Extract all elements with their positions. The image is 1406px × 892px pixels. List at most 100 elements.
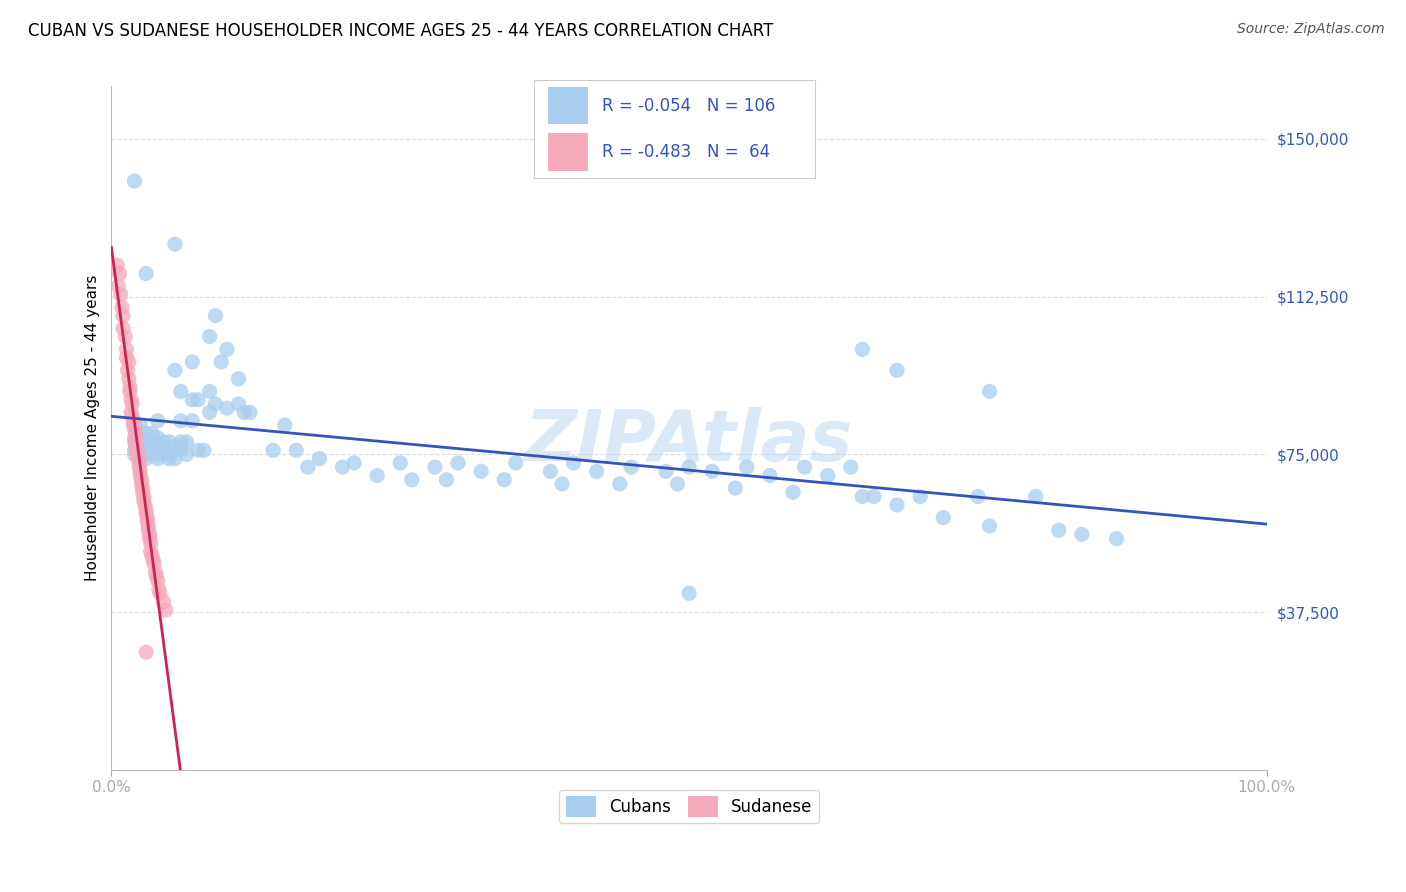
Point: [423, 460, 446, 475]
Point: [908, 490, 931, 504]
Point: [343, 456, 366, 470]
Point: [138, 523, 160, 537]
Point: [138, 519, 160, 533]
Point: [366, 468, 388, 483]
Point: [228, 372, 250, 386]
Point: [146, 439, 169, 453]
Point: [494, 473, 516, 487]
Point: [285, 443, 308, 458]
Text: R = -0.054   N = 106: R = -0.054 N = 106: [602, 97, 775, 115]
Point: [111, 309, 134, 323]
Point: [152, 434, 174, 449]
Point: [759, 468, 782, 483]
Point: [793, 460, 815, 475]
Point: [551, 477, 574, 491]
Point: [129, 439, 152, 453]
Bar: [548, 87, 588, 124]
Point: [204, 309, 226, 323]
Point: [124, 417, 146, 432]
Point: [129, 443, 152, 458]
Point: [141, 434, 163, 449]
Point: [132, 493, 155, 508]
Point: [655, 464, 678, 478]
Point: [863, 490, 886, 504]
Point: [585, 464, 607, 478]
Legend: Cubans, Sudanese: Cubans, Sudanese: [560, 789, 820, 823]
Point: [1105, 532, 1128, 546]
Point: [131, 473, 153, 487]
Point: [135, 451, 157, 466]
Point: [124, 447, 146, 461]
Point: [118, 355, 141, 369]
Point: [1025, 490, 1047, 504]
Point: [135, 267, 157, 281]
Point: [115, 351, 138, 365]
Text: Source: ZipAtlas.com: Source: ZipAtlas.com: [1237, 22, 1385, 37]
Point: [678, 460, 700, 475]
Point: [118, 372, 141, 386]
Point: [135, 443, 157, 458]
Point: [135, 426, 157, 441]
Point: [124, 434, 146, 449]
Point: [308, 451, 330, 466]
Point: [139, 544, 162, 558]
Point: [157, 447, 180, 461]
Point: [886, 363, 908, 377]
Point: [782, 485, 804, 500]
Point: [127, 447, 149, 461]
Point: [187, 392, 209, 407]
Point: [851, 343, 873, 357]
Point: [233, 405, 256, 419]
Point: [111, 300, 134, 314]
Point: [128, 460, 150, 475]
Point: [124, 174, 146, 188]
Point: [124, 426, 146, 441]
Point: [198, 329, 221, 343]
Point: [124, 417, 146, 432]
Point: [128, 456, 150, 470]
Point: [136, 515, 159, 529]
Point: [134, 498, 156, 512]
Point: [131, 481, 153, 495]
Text: ZIPAtlas: ZIPAtlas: [524, 408, 853, 476]
Point: [124, 443, 146, 458]
Point: [181, 414, 204, 428]
Point: [146, 451, 169, 466]
Point: [181, 355, 204, 369]
Point: [121, 397, 143, 411]
Text: CUBAN VS SUDANESE HOUSEHOLDER INCOME AGES 25 - 44 YEARS CORRELATION CHART: CUBAN VS SUDANESE HOUSEHOLDER INCOME AGE…: [28, 22, 773, 40]
Point: [121, 409, 143, 424]
Point: [979, 519, 1001, 533]
Point: [125, 434, 148, 449]
Point: [142, 552, 165, 566]
Point: [155, 603, 177, 617]
Point: [170, 384, 193, 399]
Point: [136, 510, 159, 524]
Point: [141, 439, 163, 453]
Point: [228, 397, 250, 411]
Point: [209, 355, 232, 369]
Point: [562, 456, 585, 470]
Point: [110, 287, 132, 301]
Point: [118, 380, 141, 394]
Point: [702, 464, 724, 478]
Point: [132, 490, 155, 504]
Point: [127, 451, 149, 466]
Point: [609, 477, 631, 491]
Point: [111, 321, 134, 335]
Point: [129, 417, 152, 432]
Point: [120, 392, 142, 407]
Point: [146, 431, 169, 445]
Point: [176, 447, 198, 461]
Point: [620, 460, 643, 475]
Point: [146, 574, 169, 588]
Point: [135, 502, 157, 516]
Point: [135, 507, 157, 521]
Point: [724, 481, 747, 495]
Point: [124, 434, 146, 449]
Point: [129, 451, 152, 466]
Point: [447, 456, 470, 470]
Y-axis label: Householder Income Ages 25 - 44 years: Householder Income Ages 25 - 44 years: [86, 275, 100, 582]
Point: [122, 417, 145, 432]
Point: [149, 586, 172, 600]
